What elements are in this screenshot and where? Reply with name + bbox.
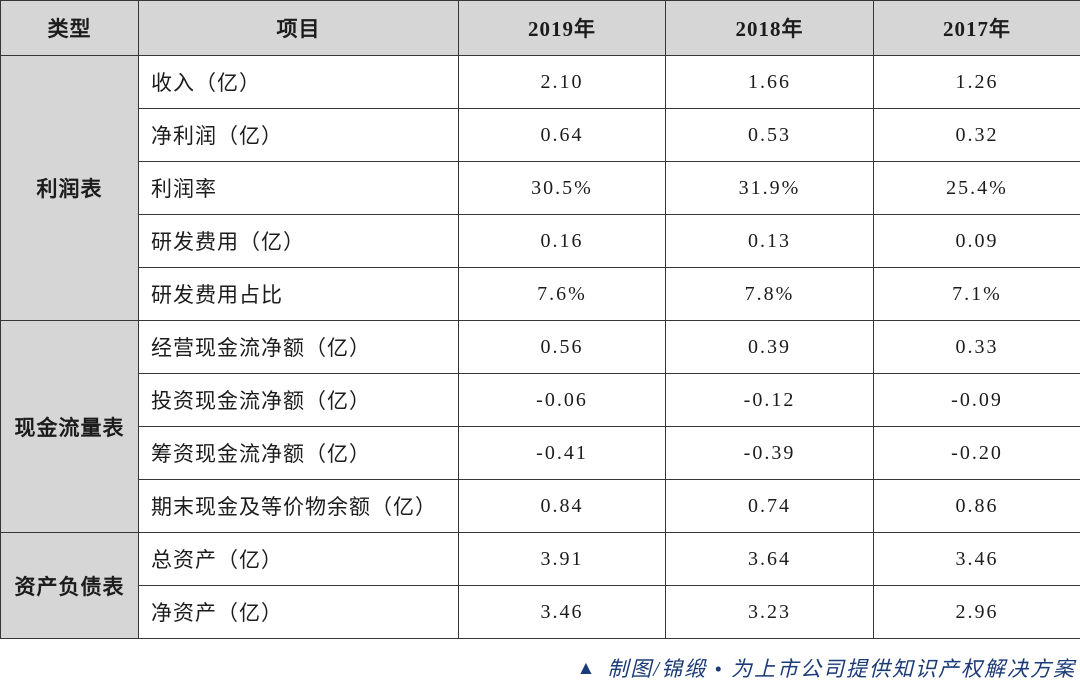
cell-value: -0.06 — [458, 373, 666, 427]
cell-value: 7.6% — [458, 267, 666, 321]
row-label-rd-expense: 研发费用（亿） — [138, 214, 459, 268]
cell-value: 1.26 — [873, 55, 1080, 109]
row-label-financing-cash-flow: 筹资现金流净额（亿） — [138, 426, 459, 480]
cell-value: 0.56 — [458, 320, 666, 374]
group-label-balance-sheet: 资产负债表 — [0, 532, 139, 639]
cell-value: -0.20 — [873, 426, 1080, 480]
row-label-total-assets: 总资产（亿） — [138, 532, 459, 586]
column-header-item: 项目 — [138, 0, 459, 56]
cell-value: 2.96 — [873, 585, 1080, 639]
cell-value: 0.84 — [458, 479, 666, 533]
row-label-operating-cash-flow: 经营现金流净额（亿） — [138, 320, 459, 374]
cell-value: 0.16 — [458, 214, 666, 268]
row-label-net-assets: 净资产（亿） — [138, 585, 459, 639]
table-row: 利润表 收入（亿） 2.10 1.66 1.26 — [0, 55, 1080, 321]
footer-credit-bar: ▲ 制图/锦缎 • 为上市公司提供知识产权解决方案 — [0, 639, 1080, 696]
cell-value: 7.1% — [873, 267, 1080, 321]
cell-value: 0.64 — [458, 108, 666, 162]
row-label-profit-margin: 利润率 — [138, 161, 459, 215]
table-row: 研发费用（亿） 0.16 0.13 0.09 — [1, 214, 1080, 268]
cell-value: -0.12 — [665, 373, 874, 427]
cell-value: 3.46 — [873, 532, 1080, 586]
cell-value: 7.8% — [665, 267, 874, 321]
column-header-type: 类型 — [0, 0, 139, 56]
cell-value: 2.10 — [458, 55, 666, 109]
footer-credit-text: 制图/锦缎 • 为上市公司提供知识产权解决方案 — [607, 657, 1076, 681]
header-row: 类型 项目 2019年 2018年 2017年 — [0, 0, 1080, 56]
column-header-2017: 2017年 — [873, 0, 1080, 56]
row-label-rd-ratio: 研发费用占比 — [138, 267, 459, 321]
triangle-marker-icon: ▲ — [576, 657, 596, 679]
cell-value: 30.5% — [458, 161, 666, 215]
table-row: 现金流量表 经营现金流净额（亿） 0.56 0.39 0.33 — [0, 320, 1080, 533]
table-row: 净资产（亿） 3.46 3.23 2.96 — [1, 585, 1080, 639]
cell-value: 0.09 — [873, 214, 1080, 268]
cell-value: 31.9% — [665, 161, 874, 215]
financial-table: 类型 项目 2019年 2018年 2017年 利润表 收入（亿） 2.10 1… — [0, 0, 1080, 639]
table-row: 投资现金流净额（亿） -0.06 -0.12 -0.09 — [1, 373, 1080, 427]
cell-value: 0.86 — [873, 479, 1080, 533]
cell-value: 0.33 — [873, 320, 1080, 374]
cell-value: 3.46 — [458, 585, 666, 639]
cell-value: 3.64 — [665, 532, 874, 586]
table-row: 资产负债表 总资产（亿） 3.91 3.64 3.46 — [0, 532, 1080, 639]
row-label-revenue: 收入（亿） — [138, 55, 459, 109]
row-label-net-profit: 净利润（亿） — [138, 108, 459, 162]
cell-value: 0.39 — [665, 320, 874, 374]
group-label-income-statement: 利润表 — [0, 55, 139, 321]
group-label-cash-flow-statement: 现金流量表 — [0, 320, 139, 533]
cell-value: 1.66 — [665, 55, 874, 109]
table-row: 研发费用占比 7.6% 7.8% 7.1% — [1, 267, 1080, 321]
table-row: 利润率 30.5% 31.9% 25.4% — [1, 161, 1080, 215]
cell-value: -0.09 — [873, 373, 1080, 427]
cell-value: 0.32 — [873, 108, 1080, 162]
row-label-investing-cash-flow: 投资现金流净额（亿） — [138, 373, 459, 427]
cell-value: 3.23 — [665, 585, 874, 639]
cell-value: 0.53 — [665, 108, 874, 162]
cell-value: 0.74 — [665, 479, 874, 533]
cell-value: 0.13 — [665, 214, 874, 268]
column-header-2018: 2018年 — [665, 0, 874, 56]
table-row: 筹资现金流净额（亿） -0.41 -0.39 -0.20 — [1, 426, 1080, 480]
table-row: 期末现金及等价物余额（亿） 0.84 0.74 0.86 — [1, 479, 1080, 533]
row-label-ending-cash-balance: 期末现金及等价物余额（亿） — [138, 479, 459, 533]
cell-value: -0.39 — [665, 426, 874, 480]
cell-value: 3.91 — [458, 532, 666, 586]
cell-value: -0.41 — [458, 426, 666, 480]
table-row: 净利润（亿） 0.64 0.53 0.32 — [1, 108, 1080, 162]
cell-value: 25.4% — [873, 161, 1080, 215]
column-header-2019: 2019年 — [458, 0, 666, 56]
